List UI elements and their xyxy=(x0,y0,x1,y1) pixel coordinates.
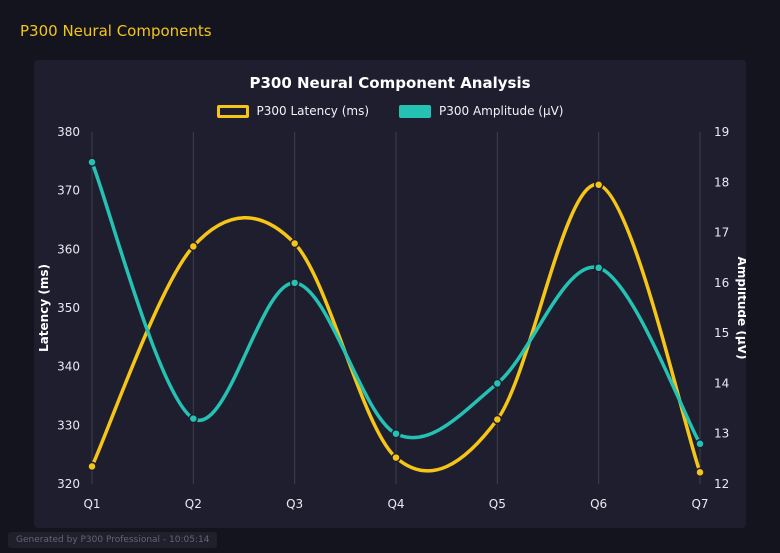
data-point xyxy=(87,461,97,472)
data-point xyxy=(188,413,199,424)
right-tick-label: 13 xyxy=(714,427,729,441)
data-point xyxy=(188,241,199,252)
left-tick-label: 380 xyxy=(57,125,80,139)
right-tick-label: 19 xyxy=(714,125,729,139)
x-tick-label: Q5 xyxy=(489,497,506,511)
right-tick-label: 17 xyxy=(714,226,729,240)
amplitude-swatch-icon xyxy=(399,104,432,118)
left-tick-label: 320 xyxy=(57,477,80,491)
x-tick-label: Q2 xyxy=(185,497,202,511)
legend-item-amplitude[interactable]: P300 Amplitude (µV) xyxy=(399,104,564,118)
right-tick-label: 12 xyxy=(714,477,729,491)
left-tick-label: 370 xyxy=(57,184,80,198)
data-point xyxy=(492,414,503,425)
right-tick-label: 16 xyxy=(714,276,729,290)
right-tick-label: 15 xyxy=(714,326,729,340)
data-point xyxy=(289,238,300,249)
generated-by-badge: Generated by P300 Professional - 10:05:1… xyxy=(8,532,218,548)
data-point xyxy=(289,278,300,288)
data-point xyxy=(695,439,705,449)
left-tick-label: 330 xyxy=(57,418,80,432)
legend-label-latency: P300 Latency (ms) xyxy=(256,104,370,118)
right-tick-label: 18 xyxy=(714,175,729,189)
data-point xyxy=(87,157,97,167)
x-tick-label: Q6 xyxy=(590,497,607,511)
x-tick-label: Q7 xyxy=(691,497,708,511)
left-tick-label: 350 xyxy=(57,301,80,315)
data-point xyxy=(593,263,604,273)
right-tick-label: 14 xyxy=(714,376,729,390)
x-tick-label: Q4 xyxy=(387,497,404,511)
x-tick-label: Q1 xyxy=(83,497,100,511)
left-axis-title: Latency (ms) xyxy=(37,264,51,352)
chart-legend: P300 Latency (ms) P300 Amplitude (µV) xyxy=(34,104,746,118)
data-point xyxy=(695,467,705,478)
data-point xyxy=(391,428,401,439)
legend-label-amplitude: P300 Amplitude (µV) xyxy=(439,104,564,118)
chart-title: P300 Neural Component Analysis xyxy=(249,74,531,92)
data-point xyxy=(391,452,401,463)
line-chart: Q1 Q2 Q3 Q4 Q5 Q6 Q7 320 330 340 350 360 370 380 12 13 1… xyxy=(37,125,749,511)
data-point xyxy=(492,378,503,389)
chart-panel: P300 Neural Component Analysis P300 Late… xyxy=(34,60,749,528)
x-tick-label: Q3 xyxy=(286,497,303,511)
left-tick-label: 360 xyxy=(57,242,80,256)
page-title: P300 Neural Components xyxy=(20,22,212,40)
legend-item-latency[interactable]: P300 Latency (ms) xyxy=(216,104,370,118)
left-tick-label: 340 xyxy=(57,360,80,374)
right-axis-title: Amplitude (µV) xyxy=(735,257,746,360)
data-point xyxy=(593,180,604,190)
latency-swatch-icon xyxy=(216,104,249,118)
